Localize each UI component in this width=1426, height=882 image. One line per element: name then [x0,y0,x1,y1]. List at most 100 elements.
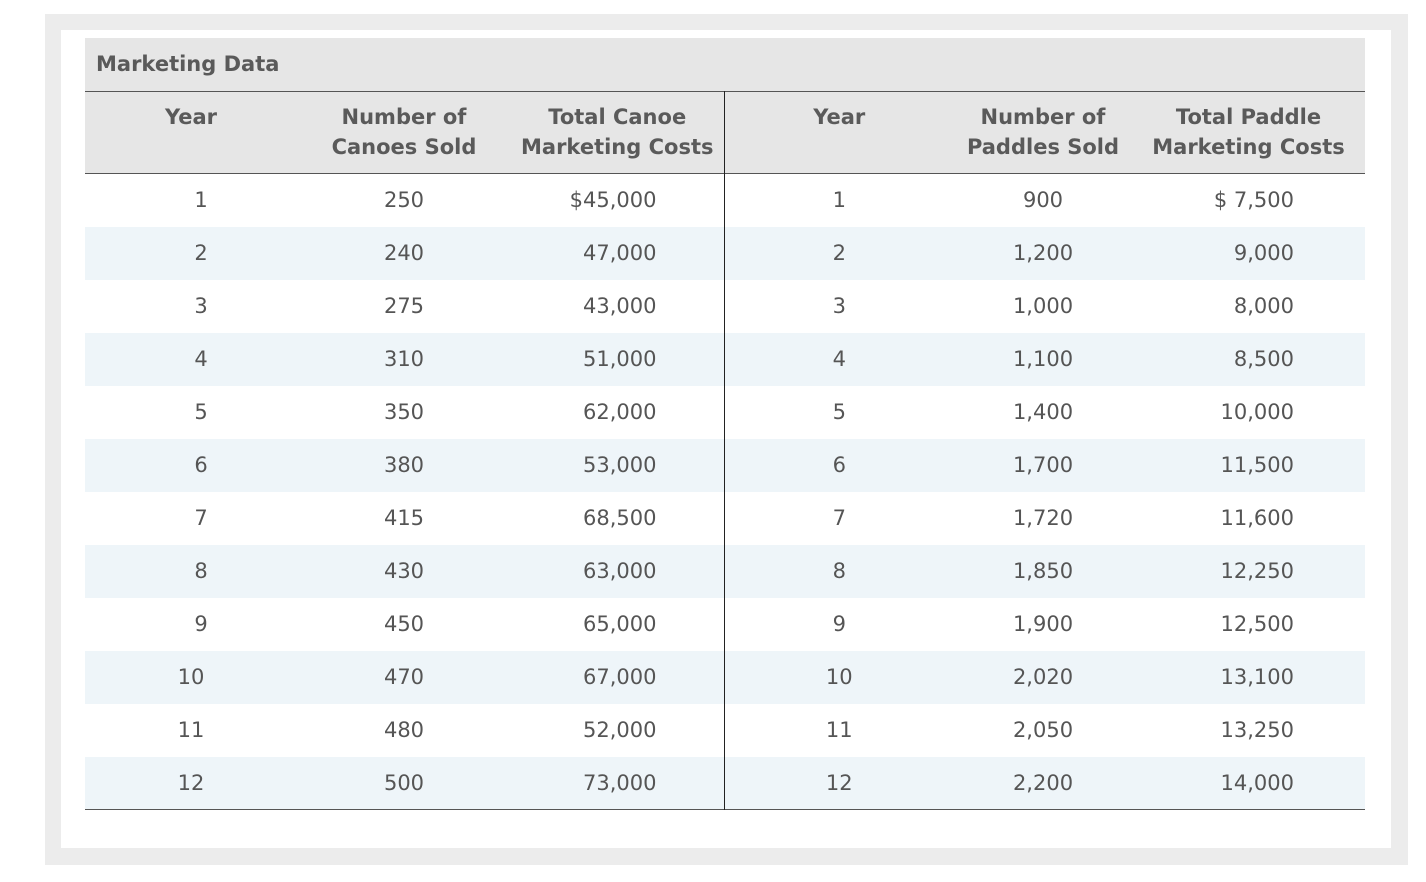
table-row: 12 500 73,000 12 2,200 14,000 [85,756,1365,810]
cell-paddle-year: 9 [832,612,846,636]
cell-paddles-sold: 1,900 [1012,612,1074,636]
cell-paddle-marketing-cost: 13,250 [1220,718,1294,742]
cell-canoes-sold: 470 [383,665,425,689]
cell-canoe-year: 2 [194,241,208,265]
cell-canoe-year: 8 [194,559,208,583]
cell-canoe-year: 3 [194,294,208,318]
cell-paddle-marketing-cost: 13,100 [1220,665,1294,689]
cell-paddle-marketing-cost: 8,000 [1233,294,1294,318]
table-row: 5 350 62,000 5 1,400 10,000 [85,385,1365,439]
cell-paddle-marketing-cost: 10,000 [1220,400,1294,424]
cell-canoe-marketing-cost: 62,000 [511,385,725,439]
cell-canoe-marketing-cost: 65,000 [511,597,725,651]
table-row: 3 275 43,000 3 1,000 8,000 [85,279,1365,333]
header-paddle-year: Year [724,92,954,174]
cell-paddle-marketing-cost: $ 7,500 [1213,188,1294,213]
marketing-data-table: Year Number of Canoes Sold Total Canoe Marke… [85,91,1365,810]
cell-paddle-year: 2 [832,241,846,265]
table-row: 7 415 68,500 7 1,720 11,600 [85,491,1365,545]
cell-canoe-year: 7 [194,506,208,530]
header-row: Year Number of Canoes Sold Total Canoe Marke… [85,91,1365,174]
cell-paddles-sold: 1,000 [1012,294,1074,318]
cell-paddles-sold: 2,200 [1012,770,1074,795]
table-row: 11 480 52,000 11 2,050 13,250 [85,703,1365,757]
cell-paddle-year: 1 [832,188,846,213]
cell-canoe-year: 4 [194,347,208,371]
cell-canoe-year: 11 [177,718,205,742]
cell-canoes-sold: 480 [383,718,425,742]
cell-canoes-sold: 350 [383,400,425,424]
cell-canoes-sold: 380 [383,453,425,477]
header-paddle-marketing-costs: Total Paddle Marketing Costs [1132,92,1365,174]
cell-canoe-year: 12 [177,770,205,795]
cell-canoes-sold: 450 [383,612,425,636]
cell-canoes-sold: 430 [383,559,425,583]
cell-paddle-marketing-cost: 11,500 [1220,453,1294,477]
table-row: 1 250 $45,000 1 900 $ 7,500 [85,173,1365,227]
cell-canoe-marketing-cost: 52,000 [511,703,725,757]
cell-canoe-marketing-cost: 67,000 [511,650,725,704]
cell-paddle-year: 4 [832,347,846,371]
cell-canoes-sold: 275 [383,294,425,318]
table-row: 4 310 51,000 4 1,100 8,500 [85,332,1365,386]
cell-paddle-year: 6 [832,453,846,477]
cell-canoe-year: 10 [177,665,205,689]
header-paddles-sold: Number of Paddles Sold [954,92,1132,174]
table-row: 6 380 53,000 6 1,700 11,500 [85,438,1365,492]
cell-canoe-year: 9 [194,612,208,636]
cell-canoe-marketing-cost: 43,000 [511,279,725,333]
header-paddles-sold-line: Number of [980,105,1106,129]
cell-canoe-year: 5 [194,400,208,424]
marketing-data-table-wrap: Marketing Data Year Number of Canoes Sold T… [85,38,1365,810]
header-canoe-year-line: Year [164,105,218,129]
table-body: 1 250 $45,000 1 900 $ 7,500 2 240 47,000 2 1,200 9,… [85,173,1365,810]
cell-canoe-marketing-cost: 53,000 [511,438,725,492]
cell-canoe-marketing-cost: 68,500 [511,491,725,545]
cell-paddle-marketing-cost: 9,000 [1233,241,1294,265]
cell-paddles-sold: 2,050 [1012,718,1074,742]
table-row: 10 470 67,000 10 2,020 13,100 [85,650,1365,704]
cell-paddle-year: 12 [825,770,853,795]
cell-paddle-marketing-cost: 14,000 [1220,770,1294,795]
header-canoe-marketing-costs-line: Marketing Costs [521,135,714,159]
cell-paddle-marketing-cost: 12,250 [1220,559,1294,583]
cell-canoes-sold: 250 [383,188,425,213]
cell-canoes-sold: 500 [383,770,425,795]
cell-canoe-marketing-cost: 51,000 [511,332,725,386]
cell-paddle-marketing-cost: 11,600 [1220,506,1294,530]
cell-paddles-sold: 2,020 [1012,665,1074,689]
cell-paddle-marketing-cost: 12,500 [1220,612,1294,636]
cell-paddles-sold: 1,720 [1012,506,1074,530]
cell-canoe-marketing-cost: 73,000 [511,756,725,810]
table-row: 2 240 47,000 2 1,200 9,000 [85,226,1365,280]
header-canoe-marketing-costs: Total Canoe Marketing Costs [511,91,725,174]
cell-canoe-year: 6 [194,453,208,477]
cell-canoe-year: 1 [194,188,208,213]
cell-canoe-marketing-cost: $45,000 [511,173,725,227]
cell-canoes-sold: 415 [383,506,425,530]
cell-paddle-year: 11 [825,718,853,742]
header-canoes-sold-line: Number of [341,105,467,129]
cell-canoe-marketing-cost: 47,000 [511,226,725,280]
header-canoes-sold: Number of Canoes Sold [297,92,511,174]
cell-paddles-sold: 1,400 [1012,400,1074,424]
cell-paddles-sold: 1,700 [1012,453,1074,477]
cell-canoes-sold: 240 [383,241,425,265]
header-canoe-marketing-costs-line: Total Canoe [548,105,687,129]
header-canoe-year: Year [85,92,297,174]
cell-paddles-sold: 1,200 [1012,241,1074,265]
cell-paddles-sold: 1,850 [1012,559,1074,583]
cell-paddle-year: 7 [832,506,846,530]
content-panel: Marketing Data Year Number of Canoes Sold T… [61,30,1391,848]
header-paddle-year-line: Year [813,105,866,129]
cell-paddle-year: 10 [825,665,853,689]
table-caption: Marketing Data [85,38,1365,91]
cell-paddles-sold: 1,100 [1012,347,1074,371]
cell-canoes-sold: 310 [383,347,425,371]
header-paddles-sold-line: Paddles Sold [966,135,1120,159]
cell-paddle-marketing-cost: 8,500 [1233,347,1294,371]
header-paddle-marketing-costs-line: Total Paddle [1175,105,1322,129]
cell-canoe-marketing-cost: 63,000 [511,544,725,598]
cell-paddles-sold: 900 [1022,188,1064,213]
table-row: 9 450 65,000 9 1,900 12,500 [85,597,1365,651]
